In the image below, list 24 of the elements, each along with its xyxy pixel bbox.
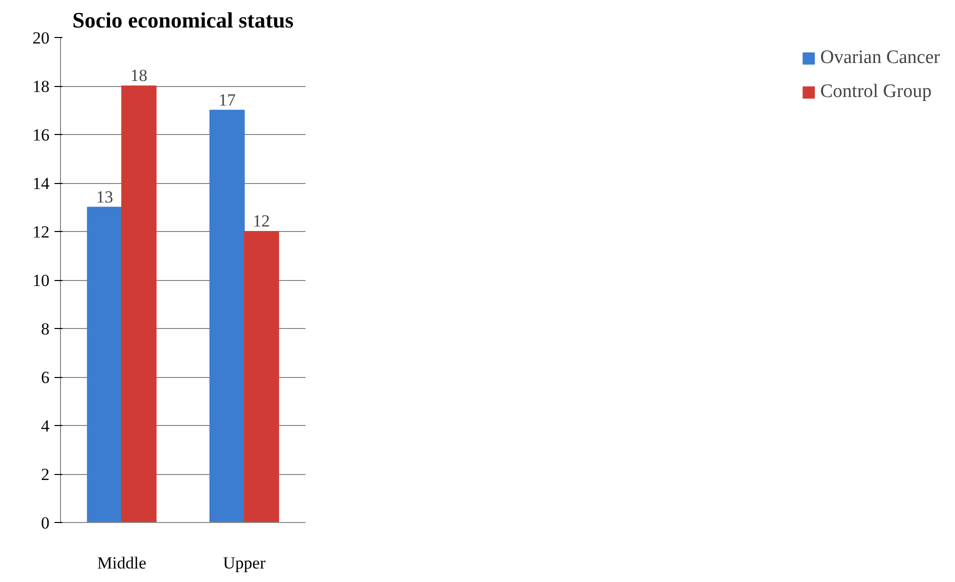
data-label: 12 [252,212,270,230]
legend-label: Control Group [820,81,932,103]
y-tick-label: 12 [32,222,50,242]
y-tick-label: 20 [32,28,50,48]
y-tick-label: 2 [41,465,50,484]
bar [244,231,280,522]
bar [209,110,245,522]
y-tick-label: 8 [41,320,50,338]
x-tick-label: Upper [223,554,266,572]
bar [121,86,157,522]
x-tick-label: Middle [97,554,146,572]
bar [86,206,122,522]
y-tick-label: 4 [41,416,50,436]
y-tick-label: 6 [41,368,50,387]
legend-label: Ovarian Cancer [820,47,940,69]
y-tick-label: 18 [32,77,50,96]
y-tick-label: 10 [32,271,50,290]
chart-title: Socio economical status [72,8,294,32]
y-tick-label: 14 [32,174,50,193]
data-label: 18 [130,66,148,85]
y-tick-label: 0 [41,514,50,532]
data-label: 13 [96,187,114,206]
y-tick-label: 16 [32,126,50,144]
data-label: 17 [218,90,236,110]
